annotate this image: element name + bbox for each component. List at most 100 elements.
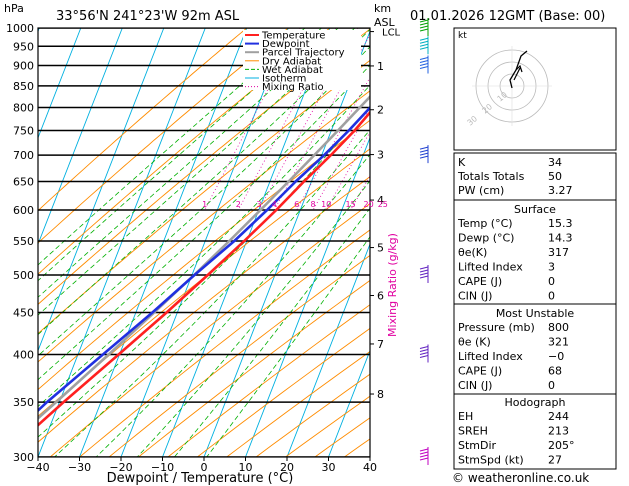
pressure-tick-label: 800 — [13, 102, 34, 115]
table-row-value: 50 — [548, 170, 562, 183]
table-row-label: Lifted Index — [458, 261, 523, 274]
table-row-value: 34 — [548, 156, 562, 169]
mixing-ratio-line — [296, 76, 370, 211]
parcel-trajectory-line — [38, 94, 370, 420]
temperature-tick-label: 0 — [201, 461, 208, 474]
wind-barb-flag — [419, 269, 429, 273]
wet-adiabat-line — [38, 28, 306, 266]
wind-barb-flag — [419, 63, 429, 67]
wind-barb-flag — [419, 46, 429, 50]
hpa-label: hPa — [4, 2, 24, 15]
table-row-label: Dewp (°C) — [458, 232, 514, 245]
pressure-tick-label: 500 — [13, 269, 34, 282]
temperature-axis: −40 −30 −20 −10 0 10 20 30 40 — [26, 457, 377, 474]
wet-adiabats — [38, 28, 370, 457]
height-tick-label: 6 — [377, 290, 384, 303]
wind-barb-flag — [419, 346, 429, 349]
wind-barb-flag — [419, 149, 429, 153]
pressure-axis: 300 350 400 450 500 550 600 650 700 750 800 850 900 9… — [6, 22, 34, 464]
wind-barb-flag — [419, 152, 429, 156]
pressure-tick-label: 400 — [13, 348, 34, 361]
wind-barb-flag — [419, 275, 429, 279]
dry-adiabat-line — [38, 59, 370, 335]
temperature-tick-label: −40 — [26, 461, 49, 474]
wind-barb-flag — [419, 352, 429, 355]
dry-adiabat-line — [197, 327, 370, 457]
table-row-label: CAPE (J) — [458, 275, 502, 288]
table-row-value: 0 — [548, 290, 555, 303]
index-table: K 34 Totals Totals 50 PW (cm) 3.27 SurfaceTemp… — [457, 156, 575, 467]
wind-barb-flag — [419, 349, 429, 352]
wind-barb-flag — [419, 57, 429, 61]
km-label: km — [374, 2, 391, 15]
wind-barbs — [419, 18, 429, 465]
isotherm-line — [79, 28, 248, 457]
isotherm-line — [328, 349, 370, 457]
temperature-tick-label: 10 — [239, 461, 253, 474]
table-row-value: 3 — [548, 261, 555, 274]
credit: © weatheronline.co.uk — [452, 471, 589, 485]
mixing-ratio-label: 3 — [256, 200, 261, 209]
legend-entry: Isotherm — [262, 74, 306, 85]
temperature-tick-label: −30 — [68, 461, 91, 474]
table-row-value: 0 — [548, 275, 555, 288]
table-section-title: Hodograph — [505, 396, 566, 409]
table-row-label: Pressure (mb) — [458, 321, 535, 334]
dewpoint-line — [38, 105, 370, 413]
dry-adiabat-line — [108, 254, 370, 457]
wind-barb-flag — [419, 266, 429, 270]
height-axis: 8 7 6 5 4 3 2 1 LCL — [370, 28, 401, 401]
dry-adiabat-line — [167, 304, 370, 457]
hodograph: kt 10 20 30 — [453, 27, 617, 151]
isobars — [38, 28, 370, 457]
legend-entry: Parcel Trajectory — [262, 48, 345, 59]
wind-barb-flag — [419, 146, 429, 150]
wind-barb-flag — [419, 454, 429, 458]
isotherm-line — [38, 28, 82, 139]
dry-adiabat-line — [38, 28, 289, 244]
pressure-tick-label: 850 — [13, 80, 34, 93]
table-row-label: CIN (J) — [458, 379, 492, 392]
temperature-tick-label: 30 — [322, 461, 336, 474]
legend-entry: Dry Adiabat — [262, 56, 321, 67]
pressure-tick-label: 600 — [13, 204, 34, 217]
wet-adiabat-line — [38, 64, 370, 381]
table-row-value: 68 — [548, 365, 562, 378]
pressure-tick-label: 550 — [13, 235, 34, 248]
wind-barb-flag — [419, 457, 429, 461]
table-section-title: Surface — [514, 203, 556, 216]
wind-barb-flag — [419, 22, 429, 26]
table-row-label: θe(K) — [458, 246, 487, 259]
dry-adiabat-line — [49, 203, 370, 457]
table-row-label: Lifted Index — [458, 350, 523, 363]
pressure-tick-label: 700 — [13, 149, 34, 162]
mixing-ratio-label: 10 — [321, 200, 331, 209]
mixing-ratio-labels: 1 2 3 4 6 8 10 15 20 25 — [202, 200, 388, 209]
isotherm-line — [162, 28, 331, 457]
pressure-tick-label: 950 — [13, 40, 34, 53]
table-row-label: StmDir — [458, 439, 497, 452]
wind-barb-flag — [419, 25, 429, 29]
height-tick-label: 2 — [377, 104, 384, 117]
wind-barb-flag — [419, 43, 429, 47]
lcl-label: LCL — [382, 28, 401, 39]
table-row-label: SREH — [458, 425, 488, 438]
mixing-ratio-label: 15 — [346, 200, 356, 209]
table-row-label: EH — [458, 410, 473, 423]
table-row-label: Temp (°C) — [457, 217, 513, 230]
temperature-tick-label: 20 — [280, 461, 294, 474]
table-row-value: 15.3 — [548, 217, 573, 230]
table-row-value: −0 — [548, 350, 564, 363]
legend-entry: Temperature — [261, 31, 325, 42]
hodograph-kt-label: kt — [458, 31, 467, 41]
mixing-ratio-label: 20 — [364, 200, 374, 209]
dry-adiabat-line — [79, 229, 370, 457]
isotherm-line — [286, 242, 370, 457]
wind-barb-flag — [419, 60, 429, 64]
table-row-value: 317 — [548, 246, 569, 259]
temperature-tick-label: −20 — [109, 461, 132, 474]
table-row-label: θe (K) — [458, 336, 491, 349]
mixing-ratio-label: 4 — [272, 200, 277, 209]
